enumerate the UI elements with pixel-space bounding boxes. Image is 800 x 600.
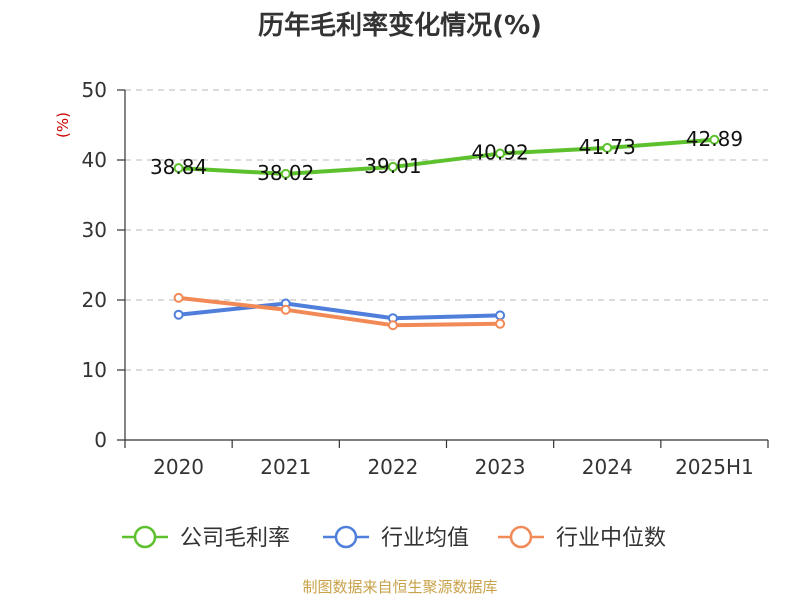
data-point <box>173 163 184 174</box>
data-labels: 38.84 38.02 39.01 40.92 41.73 42.89 <box>150 127 743 185</box>
grid-lines <box>125 89 768 371</box>
axes: 0 10 20 30 40 50 2020 2021 2022 2023 2024 2025H1 <box>82 78 769 479</box>
legend-label: 行业中位数 <box>556 526 666 551</box>
legend-marker <box>133 525 157 549</box>
chart-title: 历年毛利率变化情况(%) <box>258 10 542 41</box>
x-tick-label: 2025H1 <box>675 455 754 479</box>
y-tick-label: 0 <box>94 428 107 452</box>
data-label: 40.92 <box>471 141 528 165</box>
data-point <box>495 148 506 159</box>
data-point <box>495 318 506 329</box>
data-point <box>173 292 184 303</box>
x-tick-label: 2024 <box>582 455 633 479</box>
x-tick-label: 2023 <box>475 455 526 479</box>
data-point <box>495 310 506 321</box>
legend-label: 公司毛利率 <box>180 526 290 551</box>
data-label: 38.84 <box>150 155 207 179</box>
x-tick-label: 2021 <box>260 455 311 479</box>
y-axis-label: (%) <box>54 112 72 138</box>
data-label: 41.73 <box>579 135 636 159</box>
y-tick-label: 10 <box>82 358 107 382</box>
legend: 公司毛利率 行业均值 行业中位数 <box>122 525 666 551</box>
y-tick-label: 50 <box>82 78 107 102</box>
data-point <box>173 309 184 320</box>
series-line <box>176 301 503 321</box>
source-note: 制图数据来自恒生聚源数据库 <box>302 578 497 596</box>
y-tick-label: 40 <box>82 148 107 172</box>
y-tick-label: 30 <box>82 218 107 242</box>
data-point <box>280 304 291 315</box>
legend-marker <box>334 525 358 549</box>
data-point <box>280 168 291 179</box>
series-line <box>176 137 717 176</box>
legend-label: 行业均值 <box>381 526 469 551</box>
series-line <box>176 295 503 328</box>
data-label: 38.02 <box>257 161 314 185</box>
data-point <box>387 161 398 172</box>
data-label: 42.89 <box>686 127 743 151</box>
data-label: 39.01 <box>364 154 421 178</box>
y-tick-label: 20 <box>82 288 107 312</box>
data-point <box>602 142 613 153</box>
x-tick-label: 2020 <box>153 455 204 479</box>
series-layer <box>173 134 720 331</box>
data-point <box>709 134 720 145</box>
legend-marker <box>509 525 533 549</box>
data-point <box>387 320 398 331</box>
x-tick-label: 2022 <box>367 455 418 479</box>
